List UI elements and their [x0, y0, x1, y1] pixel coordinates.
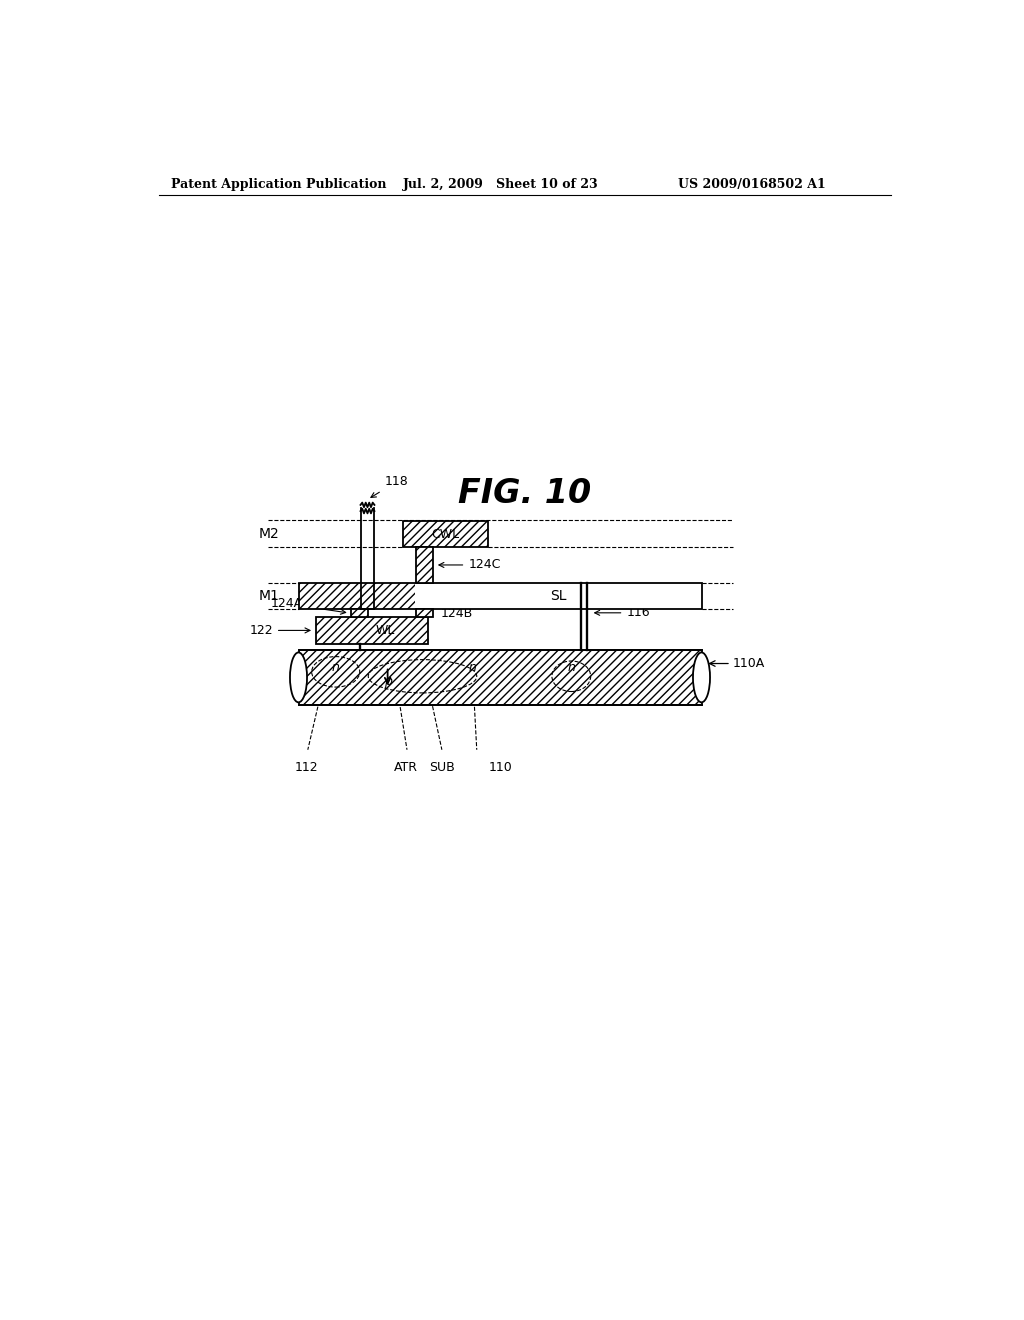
Text: SUB: SUB [429, 760, 455, 774]
Text: 124B: 124B [441, 607, 473, 619]
Text: SL: SL [550, 589, 566, 603]
Text: 110A: 110A [732, 657, 765, 671]
Text: p: p [384, 676, 391, 688]
Text: Patent Application Publication: Patent Application Publication [171, 178, 386, 190]
Text: M2: M2 [258, 527, 280, 541]
Bar [417, 548, 433, 582]
Bar [299, 649, 701, 705]
Text: 110: 110 [488, 760, 512, 774]
Bar [315, 618, 428, 644]
Bar [417, 609, 433, 618]
Bar [403, 521, 488, 548]
Text: 122: 122 [249, 624, 310, 638]
Ellipse shape [290, 652, 307, 702]
Text: Jul. 2, 2009   Sheet 10 of 23: Jul. 2, 2009 Sheet 10 of 23 [403, 178, 599, 190]
Text: M1: M1 [258, 589, 280, 603]
Text: 118: 118 [371, 475, 409, 498]
Text: 124A: 124A [271, 598, 346, 614]
Text: n: n [332, 661, 340, 675]
Text: 124C: 124C [439, 558, 501, 572]
Bar [403, 521, 488, 548]
Bar [417, 609, 433, 618]
Ellipse shape [693, 652, 710, 702]
Text: US 2009/0168502 A1: US 2009/0168502 A1 [678, 178, 826, 190]
Bar [351, 609, 369, 618]
Bar [351, 609, 369, 618]
Text: 116: 116 [595, 606, 650, 619]
Text: WL: WL [376, 624, 395, 638]
Bar [299, 649, 701, 705]
Text: ATR: ATR [393, 760, 418, 774]
Text: n: n [469, 661, 477, 675]
Bar [417, 548, 433, 582]
Text: CWL: CWL [432, 528, 460, 541]
Bar [315, 618, 428, 644]
Text: FIG. 10: FIG. 10 [458, 477, 592, 510]
Text: n: n [567, 661, 575, 675]
Text: 112: 112 [295, 760, 318, 774]
Bar [299, 582, 701, 609]
Bar [299, 582, 415, 609]
